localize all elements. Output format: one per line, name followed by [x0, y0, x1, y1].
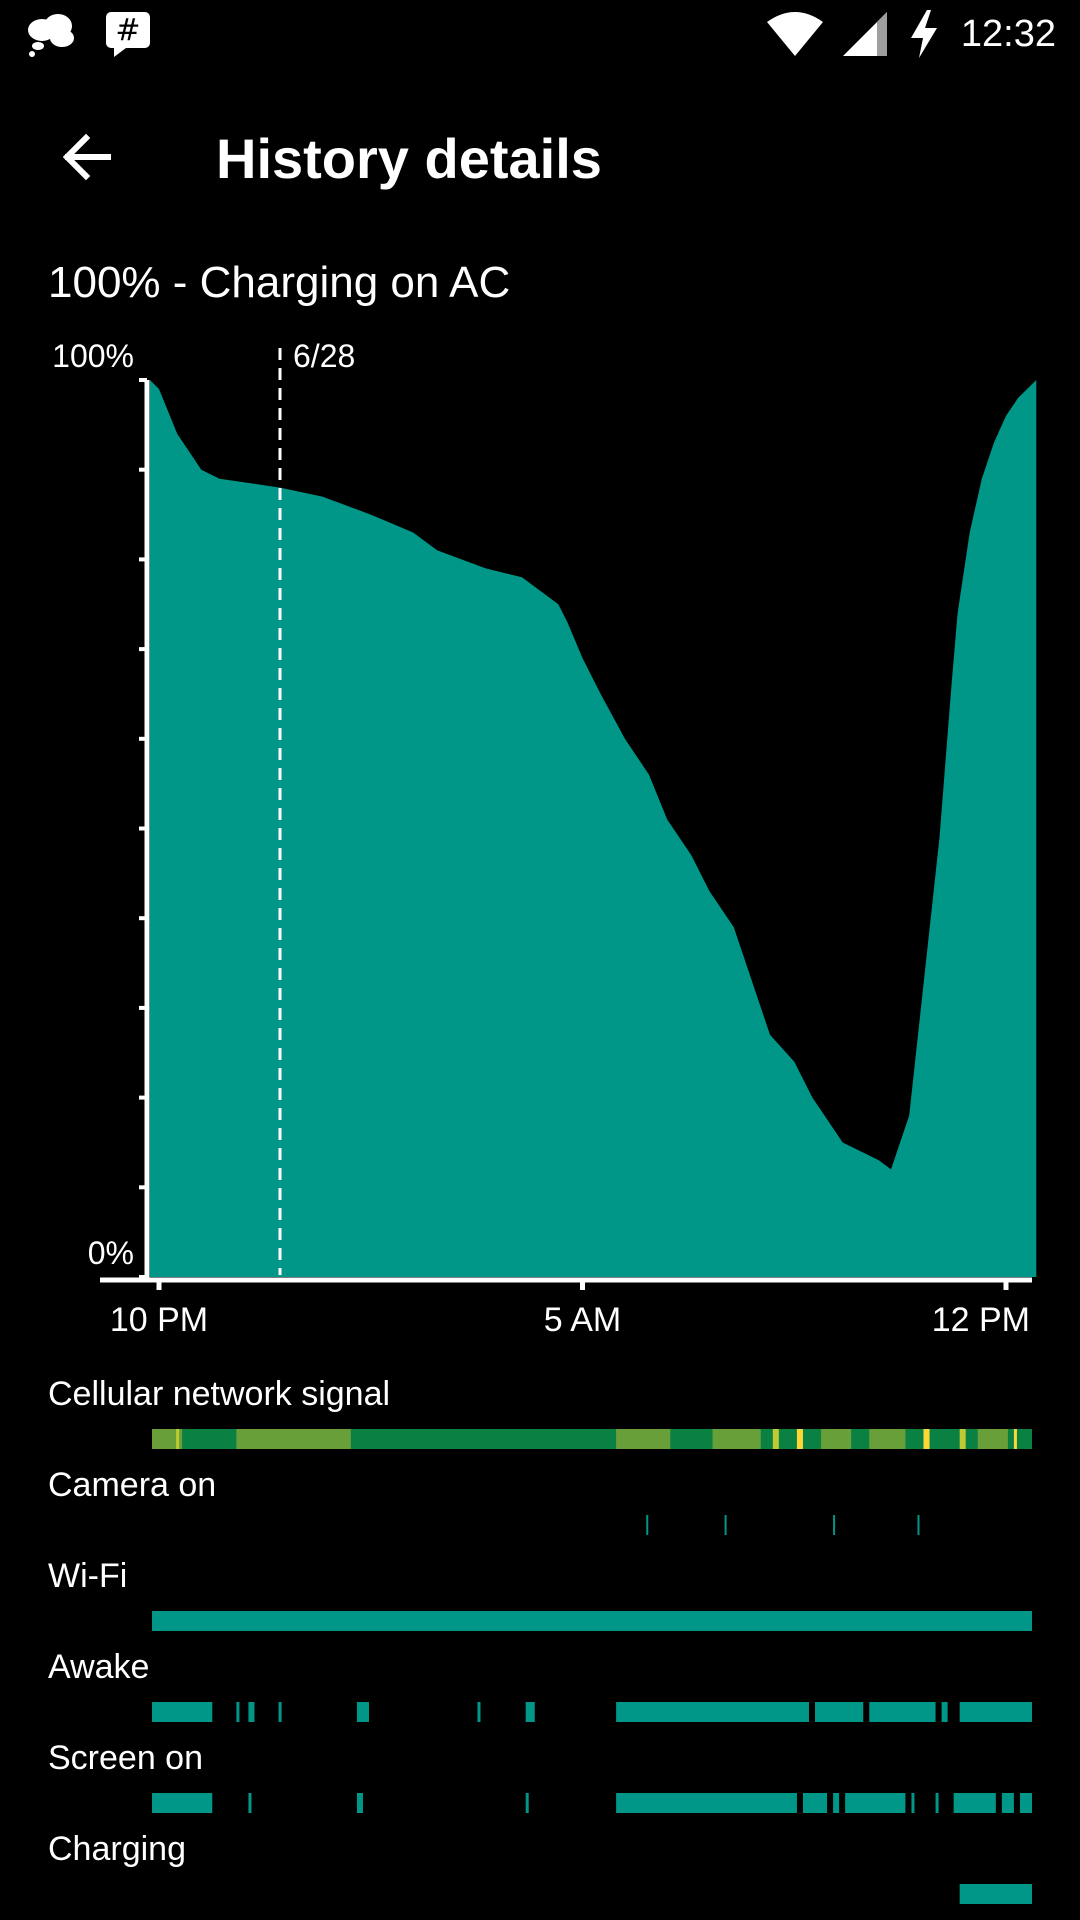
signal-segment — [923, 1429, 930, 1449]
awake-segment — [477, 1702, 481, 1722]
screen-on-segment — [935, 1793, 939, 1813]
x-tick-label: 5 AM — [544, 1301, 621, 1339]
charging-bolt-icon — [910, 10, 937, 58]
wifi-segment — [152, 1611, 1032, 1631]
awake-segment — [278, 1702, 282, 1722]
signal-segment — [350, 1429, 611, 1449]
battery-chart: 100% 0% 10 PM 5 AM 12 PM 6/28 — [52, 338, 1037, 1339]
battery-area — [149, 380, 1037, 1277]
cellular-network-signal-label: Cellular network signal — [48, 1375, 391, 1413]
signal-segment — [959, 1429, 966, 1449]
signal-segment — [152, 1429, 183, 1449]
camera-on-event — [724, 1515, 727, 1535]
signal-segment — [796, 1429, 803, 1449]
screen-on-segment — [525, 1793, 529, 1813]
wifi-label: Wi-Fi — [48, 1557, 128, 1595]
awake-segment — [152, 1702, 213, 1722]
camera-on-track — [646, 1515, 920, 1535]
awake-segment — [869, 1702, 936, 1722]
status-time: 12:32 — [960, 12, 1056, 55]
camera-on-label: Camera on — [48, 1466, 217, 1504]
screen-on-segment — [845, 1793, 906, 1813]
notification-icons: # — [24, 10, 152, 58]
battery-status: 100% - Charging on AC — [48, 258, 511, 307]
y-label-bottom: 0% — [88, 1235, 134, 1271]
cell-signal-icon — [842, 12, 887, 56]
awake-segment — [959, 1702, 1032, 1722]
signal-segment — [977, 1429, 1008, 1449]
screen-on-segment — [802, 1793, 828, 1813]
signal-segment — [772, 1429, 779, 1449]
signal-segment — [869, 1429, 906, 1449]
charging-track — [959, 1884, 1032, 1904]
y-label-top: 100% — [52, 338, 134, 374]
cellular-network-signal-track — [152, 1429, 1032, 1449]
camera-on-event — [833, 1515, 836, 1535]
camera-on-event — [917, 1515, 920, 1535]
signal-segment — [670, 1429, 713, 1449]
screen-on-segment — [152, 1793, 213, 1813]
screen-on-segment — [911, 1793, 915, 1813]
awake-segment — [616, 1702, 809, 1722]
screen-on-segment — [1019, 1793, 1032, 1813]
svg-text:#: # — [115, 13, 140, 48]
awake-segment — [525, 1702, 535, 1722]
camera-on-event — [646, 1515, 649, 1535]
status-right: 12:32 — [766, 10, 1056, 58]
awake-segment — [356, 1702, 369, 1722]
charging-segment — [959, 1884, 1032, 1904]
page-title: History details — [216, 127, 602, 190]
hashtag-notification-icon: # — [106, 12, 150, 57]
signal-segment — [176, 1429, 180, 1449]
signal-segment — [1013, 1429, 1017, 1449]
signal-segment — [712, 1429, 761, 1449]
awake-segment — [236, 1702, 240, 1722]
awake-segment — [941, 1702, 948, 1722]
screen-on-track — [152, 1793, 1032, 1813]
awake-segment — [248, 1702, 255, 1722]
awake-track — [152, 1702, 1032, 1722]
back-button[interactable] — [48, 118, 126, 196]
screen-on-segment — [1001, 1793, 1014, 1813]
status-bar: # 12:32 — [0, 0, 1080, 72]
x-tick-label: 10 PM — [110, 1301, 208, 1339]
screen-on-segment — [248, 1793, 252, 1813]
cloud-notification-icon — [28, 14, 74, 57]
charging-label: Charging — [48, 1830, 186, 1868]
screen-on-segment — [833, 1793, 840, 1813]
signal-segment — [616, 1429, 671, 1449]
awake-label: Awake — [48, 1648, 150, 1686]
awake-segment — [815, 1702, 864, 1722]
wifi-icon — [766, 12, 823, 56]
date-marker-label: 6/28 — [293, 338, 355, 374]
signal-segment — [188, 1429, 237, 1449]
signal-segment — [236, 1429, 351, 1449]
screen-on-label: Screen on — [48, 1739, 203, 1777]
screen-on-segment — [616, 1793, 797, 1813]
arrow-left-icon — [62, 133, 111, 181]
screen-on-segment — [356, 1793, 363, 1813]
signal-segment — [821, 1429, 852, 1449]
toolbar: History details — [0, 90, 1080, 230]
wifi-track — [152, 1611, 1032, 1631]
screen-on-segment — [953, 1793, 996, 1813]
x-tick-label: 12 PM — [932, 1301, 1030, 1339]
